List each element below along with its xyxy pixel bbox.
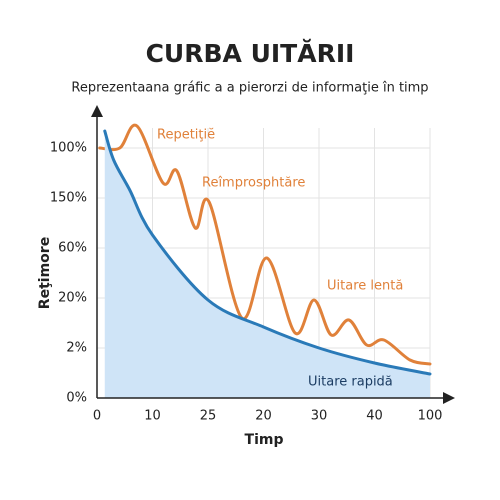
annotation: Reîmprosphtăre [202,176,305,191]
area [104,131,431,398]
y-tick-label: 2% [66,341,87,356]
line [103,129,432,376]
y-tick-label: 60% [58,241,87,256]
y-tick-label: 20% [58,291,87,306]
x-tick-label: 25 [200,409,217,424]
x-tick-label: 100 [418,409,443,424]
x-tick-label: 20 [255,409,272,424]
x-tick-label: 40 [366,409,383,424]
y-axis-label: Reţimore [37,237,53,309]
y-tick-label: 150% [50,191,87,206]
x-axis-label: Timp [245,432,284,448]
annotation: Uitare lentă [327,279,403,294]
x-tick-label: 30 [311,409,328,424]
x-tick-label: 0 [93,409,101,424]
line [98,123,432,366]
plot-area [96,123,432,399]
x-tick-label: 10 [144,409,161,424]
y-tick-label: 0% [66,391,87,406]
annotation: Repetiţiĕ [157,128,215,143]
chart-subtitle: Reprezentaana gráfic a a pierorzi de inf… [71,81,428,96]
annotation: Uitare rapidă [308,375,393,390]
y-tick-label: 100% [50,141,87,156]
chart-title: CURBA UITĂRII [146,38,355,68]
